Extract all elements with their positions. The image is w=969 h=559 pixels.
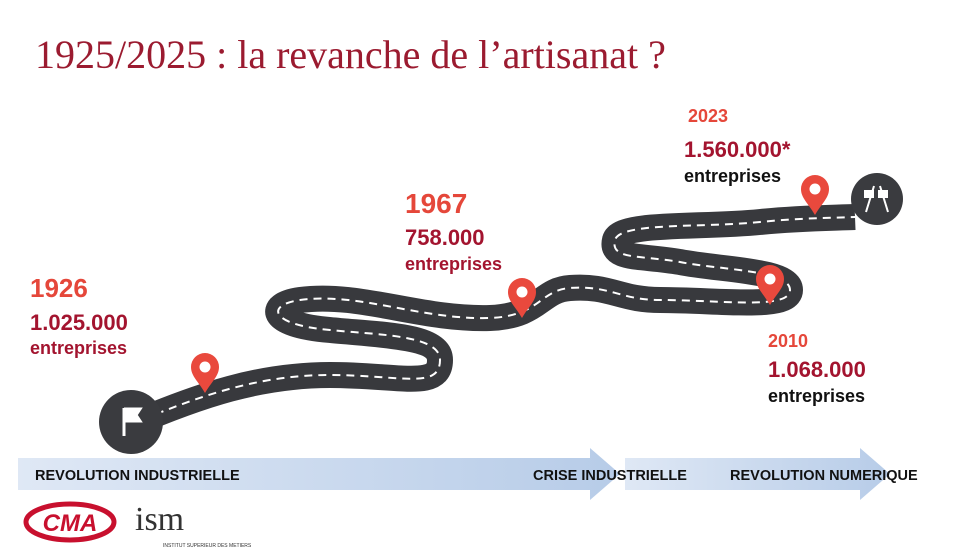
- ism-logo: ism: [135, 501, 184, 538]
- era-label: REVOLUTION INDUSTRIELLE: [35, 468, 240, 484]
- unit: entreprises: [405, 254, 502, 274]
- unit: entreprises: [684, 166, 781, 186]
- year: 2023: [688, 106, 728, 126]
- cma-logo: CMA: [23, 501, 117, 543]
- year: 1926: [30, 273, 88, 303]
- era-arrow: [625, 448, 890, 500]
- count: 1.068.000: [768, 357, 866, 382]
- finish-marker: [851, 173, 903, 225]
- era-label: CRISE INDUSTRIELLE: [533, 468, 687, 484]
- count: 1.560.000*: [684, 137, 791, 162]
- unit: entreprises: [30, 338, 127, 358]
- road: [124, 204, 856, 437]
- count: 1.025.000: [30, 310, 128, 335]
- title: 1925/2025 : la revanche de l’artisanat ?: [35, 32, 666, 77]
- era-arrow: [18, 448, 620, 500]
- ism-subtitle: INSTITUT SUPERIEUR DES METIERS: [163, 543, 252, 549]
- era-label: REVOLUTION NUMERIQUE: [730, 468, 918, 484]
- unit: entreprises: [768, 386, 865, 406]
- count: 758.000: [405, 225, 485, 250]
- year: 1967: [405, 188, 467, 219]
- year: 2010: [768, 331, 808, 351]
- start-marker: [99, 390, 163, 454]
- logo-text: CMA: [43, 510, 98, 537]
